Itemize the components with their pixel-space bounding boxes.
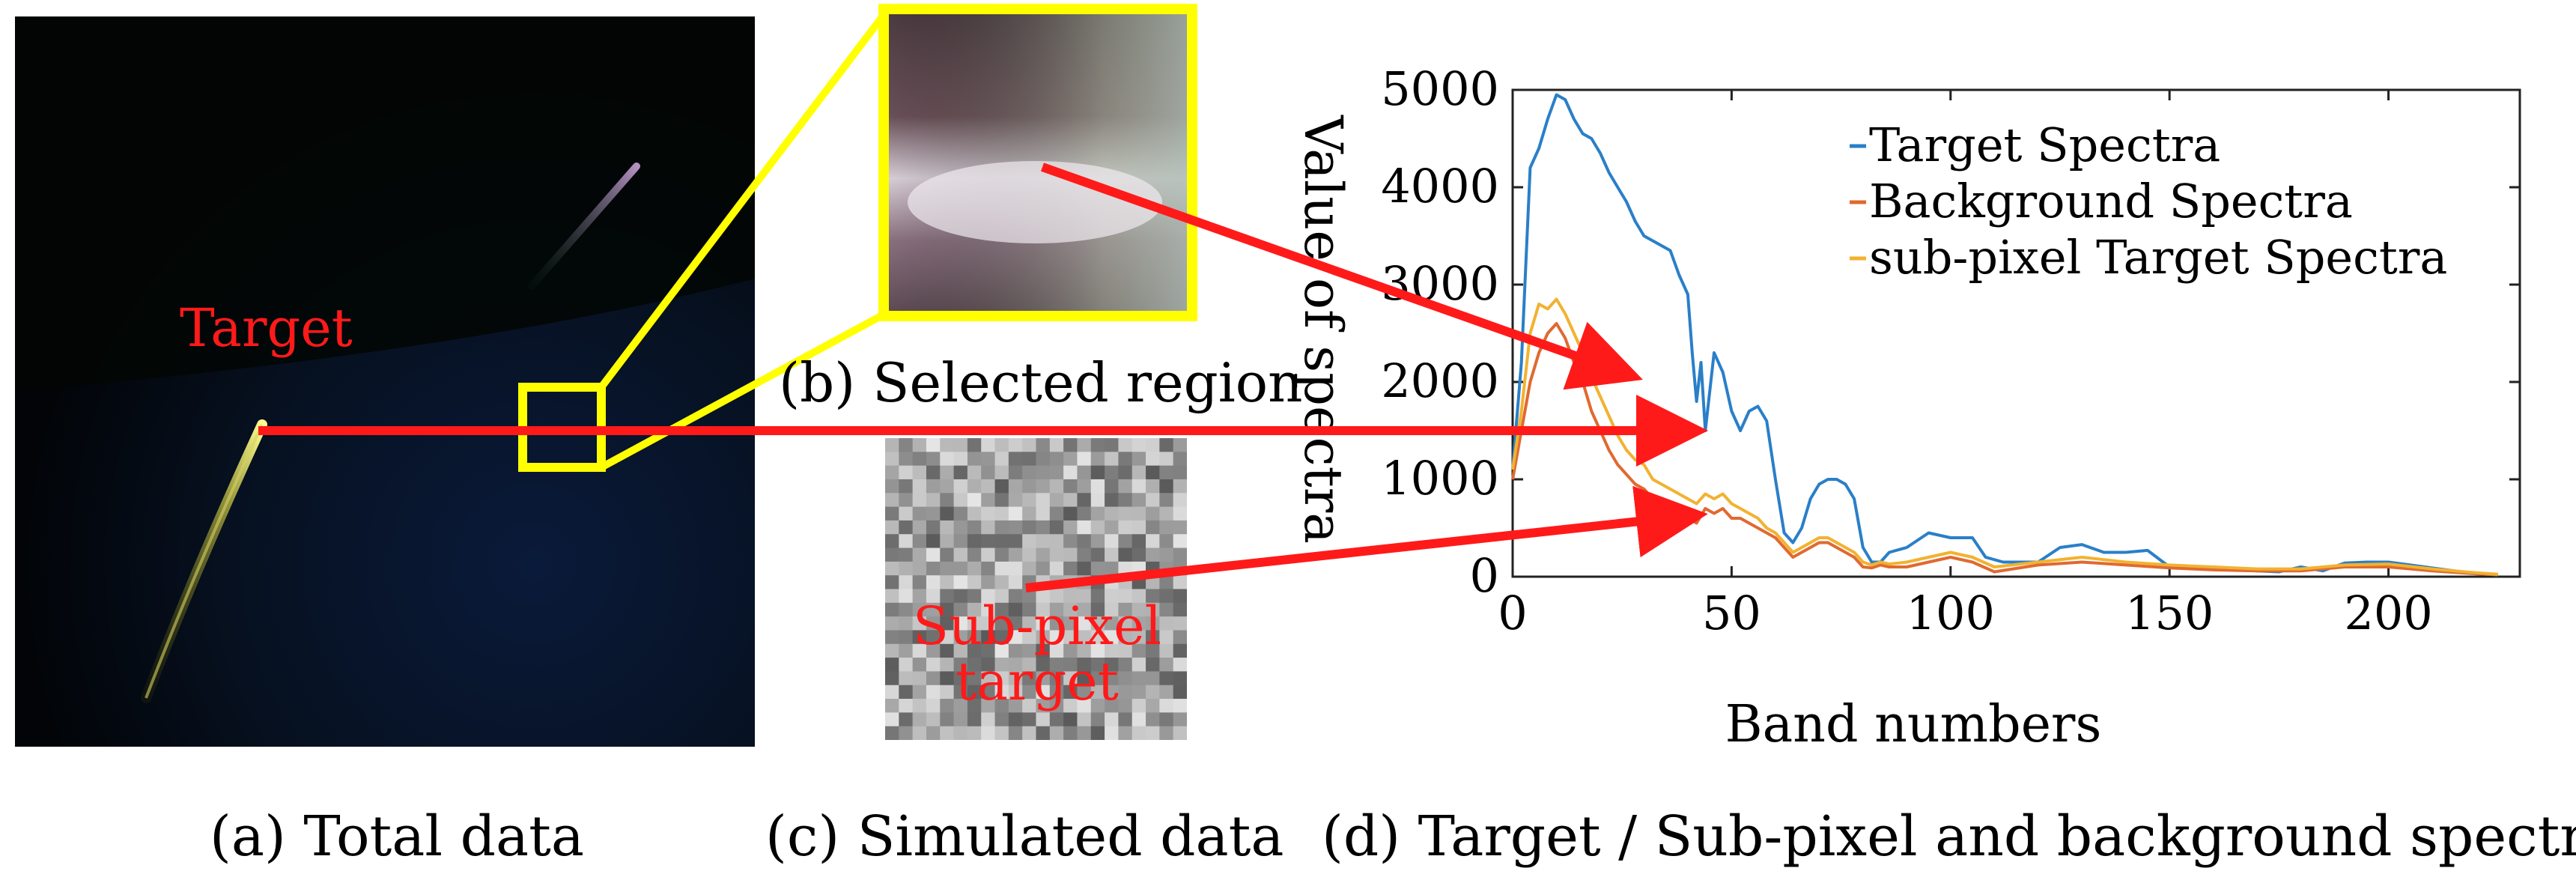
subpixel-label-line2: target xyxy=(956,650,1119,712)
x-tick-label: 50 xyxy=(1702,586,1761,640)
subpixel-label-line1: Sub-pixel xyxy=(913,595,1161,657)
caption-a: (a) Total data xyxy=(210,804,584,869)
spectra-chart: 0 1000 2000 3000 4000 5000 0 50 100 150 200 Targe… xyxy=(1292,61,2521,754)
target-label: Target xyxy=(180,297,353,359)
subpixel-label: Sub-pixel target xyxy=(884,595,1191,712)
y-tick-label: 4000 xyxy=(1381,159,1499,213)
y-tick-label: 1000 xyxy=(1381,451,1499,506)
x-axis-label: Band numbers xyxy=(1725,695,2102,754)
y-axis-ticks: 0 1000 2000 3000 4000 5000 xyxy=(1381,61,2520,603)
caption-b: (b) Selected region xyxy=(779,351,1303,414)
y-tick-label: 5000 xyxy=(1381,61,1499,116)
legend-label: Target Spectra xyxy=(1869,118,2220,172)
x-tick-label: 100 xyxy=(1907,586,1995,640)
caption-d: (d) Target / Sub-pixel and background sp… xyxy=(1322,804,2576,869)
y-axis-label: Value of spectra xyxy=(1292,115,1354,544)
zoom-line-top xyxy=(598,12,887,390)
legend-label: Background Spectra xyxy=(1869,174,2353,228)
arrow-subpixel xyxy=(1025,485,1708,592)
series-subpixel-spectra xyxy=(1511,297,2498,576)
highlight-box-large xyxy=(878,4,1197,321)
total-data-image xyxy=(15,16,755,747)
x-tick-label: 150 xyxy=(2125,586,2214,640)
arrow-selected-region xyxy=(1040,163,1643,390)
x-tick-label: 200 xyxy=(2344,586,2432,640)
x-tick-label: 0 xyxy=(1498,586,1527,640)
y-tick-label: 0 xyxy=(1470,548,1499,603)
zoom-line-bottom xyxy=(599,311,886,471)
x-axis-ticks: 0 50 100 150 200 xyxy=(1498,90,2433,640)
selected-region-image xyxy=(885,7,1196,318)
caption-c: (c) Simulated data xyxy=(765,804,1284,869)
legend-label: sub-pixel Target Spectra xyxy=(1869,230,2447,285)
simulated-data-image xyxy=(885,438,1187,740)
y-tick-label: 2000 xyxy=(1381,354,1499,408)
y-tick-label: 3000 xyxy=(1381,256,1499,311)
